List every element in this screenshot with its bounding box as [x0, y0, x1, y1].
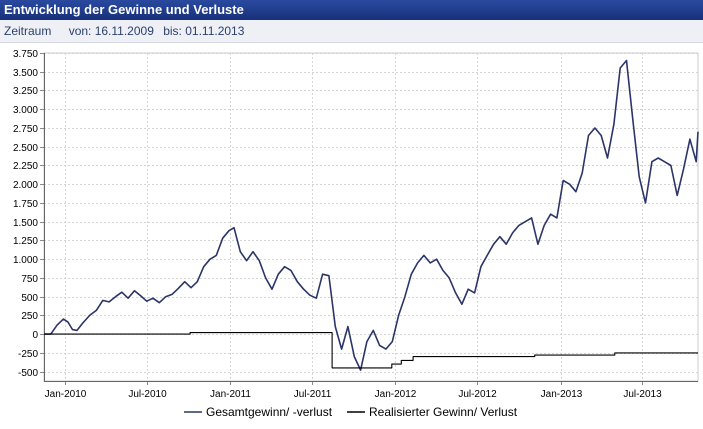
plot-area [43, 52, 699, 382]
to-date: bis: 01.11.2013 [163, 24, 245, 38]
y-tick-label: 1.500 [13, 218, 38, 229]
period-label: Zeitraum [4, 24, 52, 38]
y-tick-label: -250 [18, 349, 38, 360]
y-tick-label: 3.000 [13, 105, 38, 116]
x-axis: Jan-2010 Jul-2010 Jan-2011 Jul-2011 Jan-2012… [44, 381, 698, 400]
y-tick-label: 0 [32, 330, 38, 341]
y-tick-label: 2.500 [13, 143, 38, 154]
y-tick-label: 750 [21, 274, 38, 285]
x-tick-label: Jul-2010 [128, 389, 167, 400]
legend-label: Realisierter Gewinn/ Verlust [369, 405, 518, 419]
y-tick-label: 2.000 [13, 180, 38, 191]
y-tick-label: 3.500 [13, 68, 38, 79]
x-tick-label: Jan-2011 [210, 389, 251, 400]
x-tick-label: Jul-2013 [623, 389, 662, 400]
y-tick-label: 1.250 [13, 236, 38, 247]
y-tick-label: 2.750 [13, 124, 38, 135]
y-tick-label: -500 [18, 368, 38, 379]
x-tick-label: Jul-2012 [458, 389, 497, 400]
x-tick-label: Jan-2013 [541, 389, 583, 400]
legend-label: Gesamtgewinn/ -verlust [206, 405, 333, 419]
chart-legend[interactable]: Gesamtgewinn/ -verlust Realisierter Gewin… [184, 405, 518, 419]
y-tick-label: 2.250 [13, 161, 38, 172]
y-tick-label: 1.000 [13, 255, 38, 266]
y-tick-label: 250 [21, 311, 38, 322]
series-line-total [44, 59, 699, 371]
chart-title: Entwicklung der Gewinne und Verluste [0, 0, 703, 20]
from-date: von: 16.11.2009 [68, 24, 154, 38]
series-line-realized [44, 332, 698, 369]
gain-loss-chart: -500 -250 0 250 500 750 1.000 1.250 1.500 1.750 2.… [13, 49, 699, 419]
y-tick-label: 500 [21, 293, 38, 304]
y-axis: -500 -250 0 250 500 750 1.000 1.250 1.500 1.750 2.… [13, 49, 45, 381]
x-tick-label: Jan-2010 [45, 389, 87, 400]
x-tick-label: Jan-2012 [375, 389, 417, 400]
x-tick-label: Jul-2011 [294, 389, 332, 400]
period-bar: Zeitraum von: 16.11.2009 bis: 01.11.2013 [0, 20, 703, 43]
y-tick-label: 3.250 [13, 86, 38, 97]
chart-lines [44, 59, 699, 371]
chart-grid [43, 52, 699, 382]
y-tick-label: 1.750 [13, 199, 38, 210]
y-tick-label: 3.750 [13, 49, 38, 60]
